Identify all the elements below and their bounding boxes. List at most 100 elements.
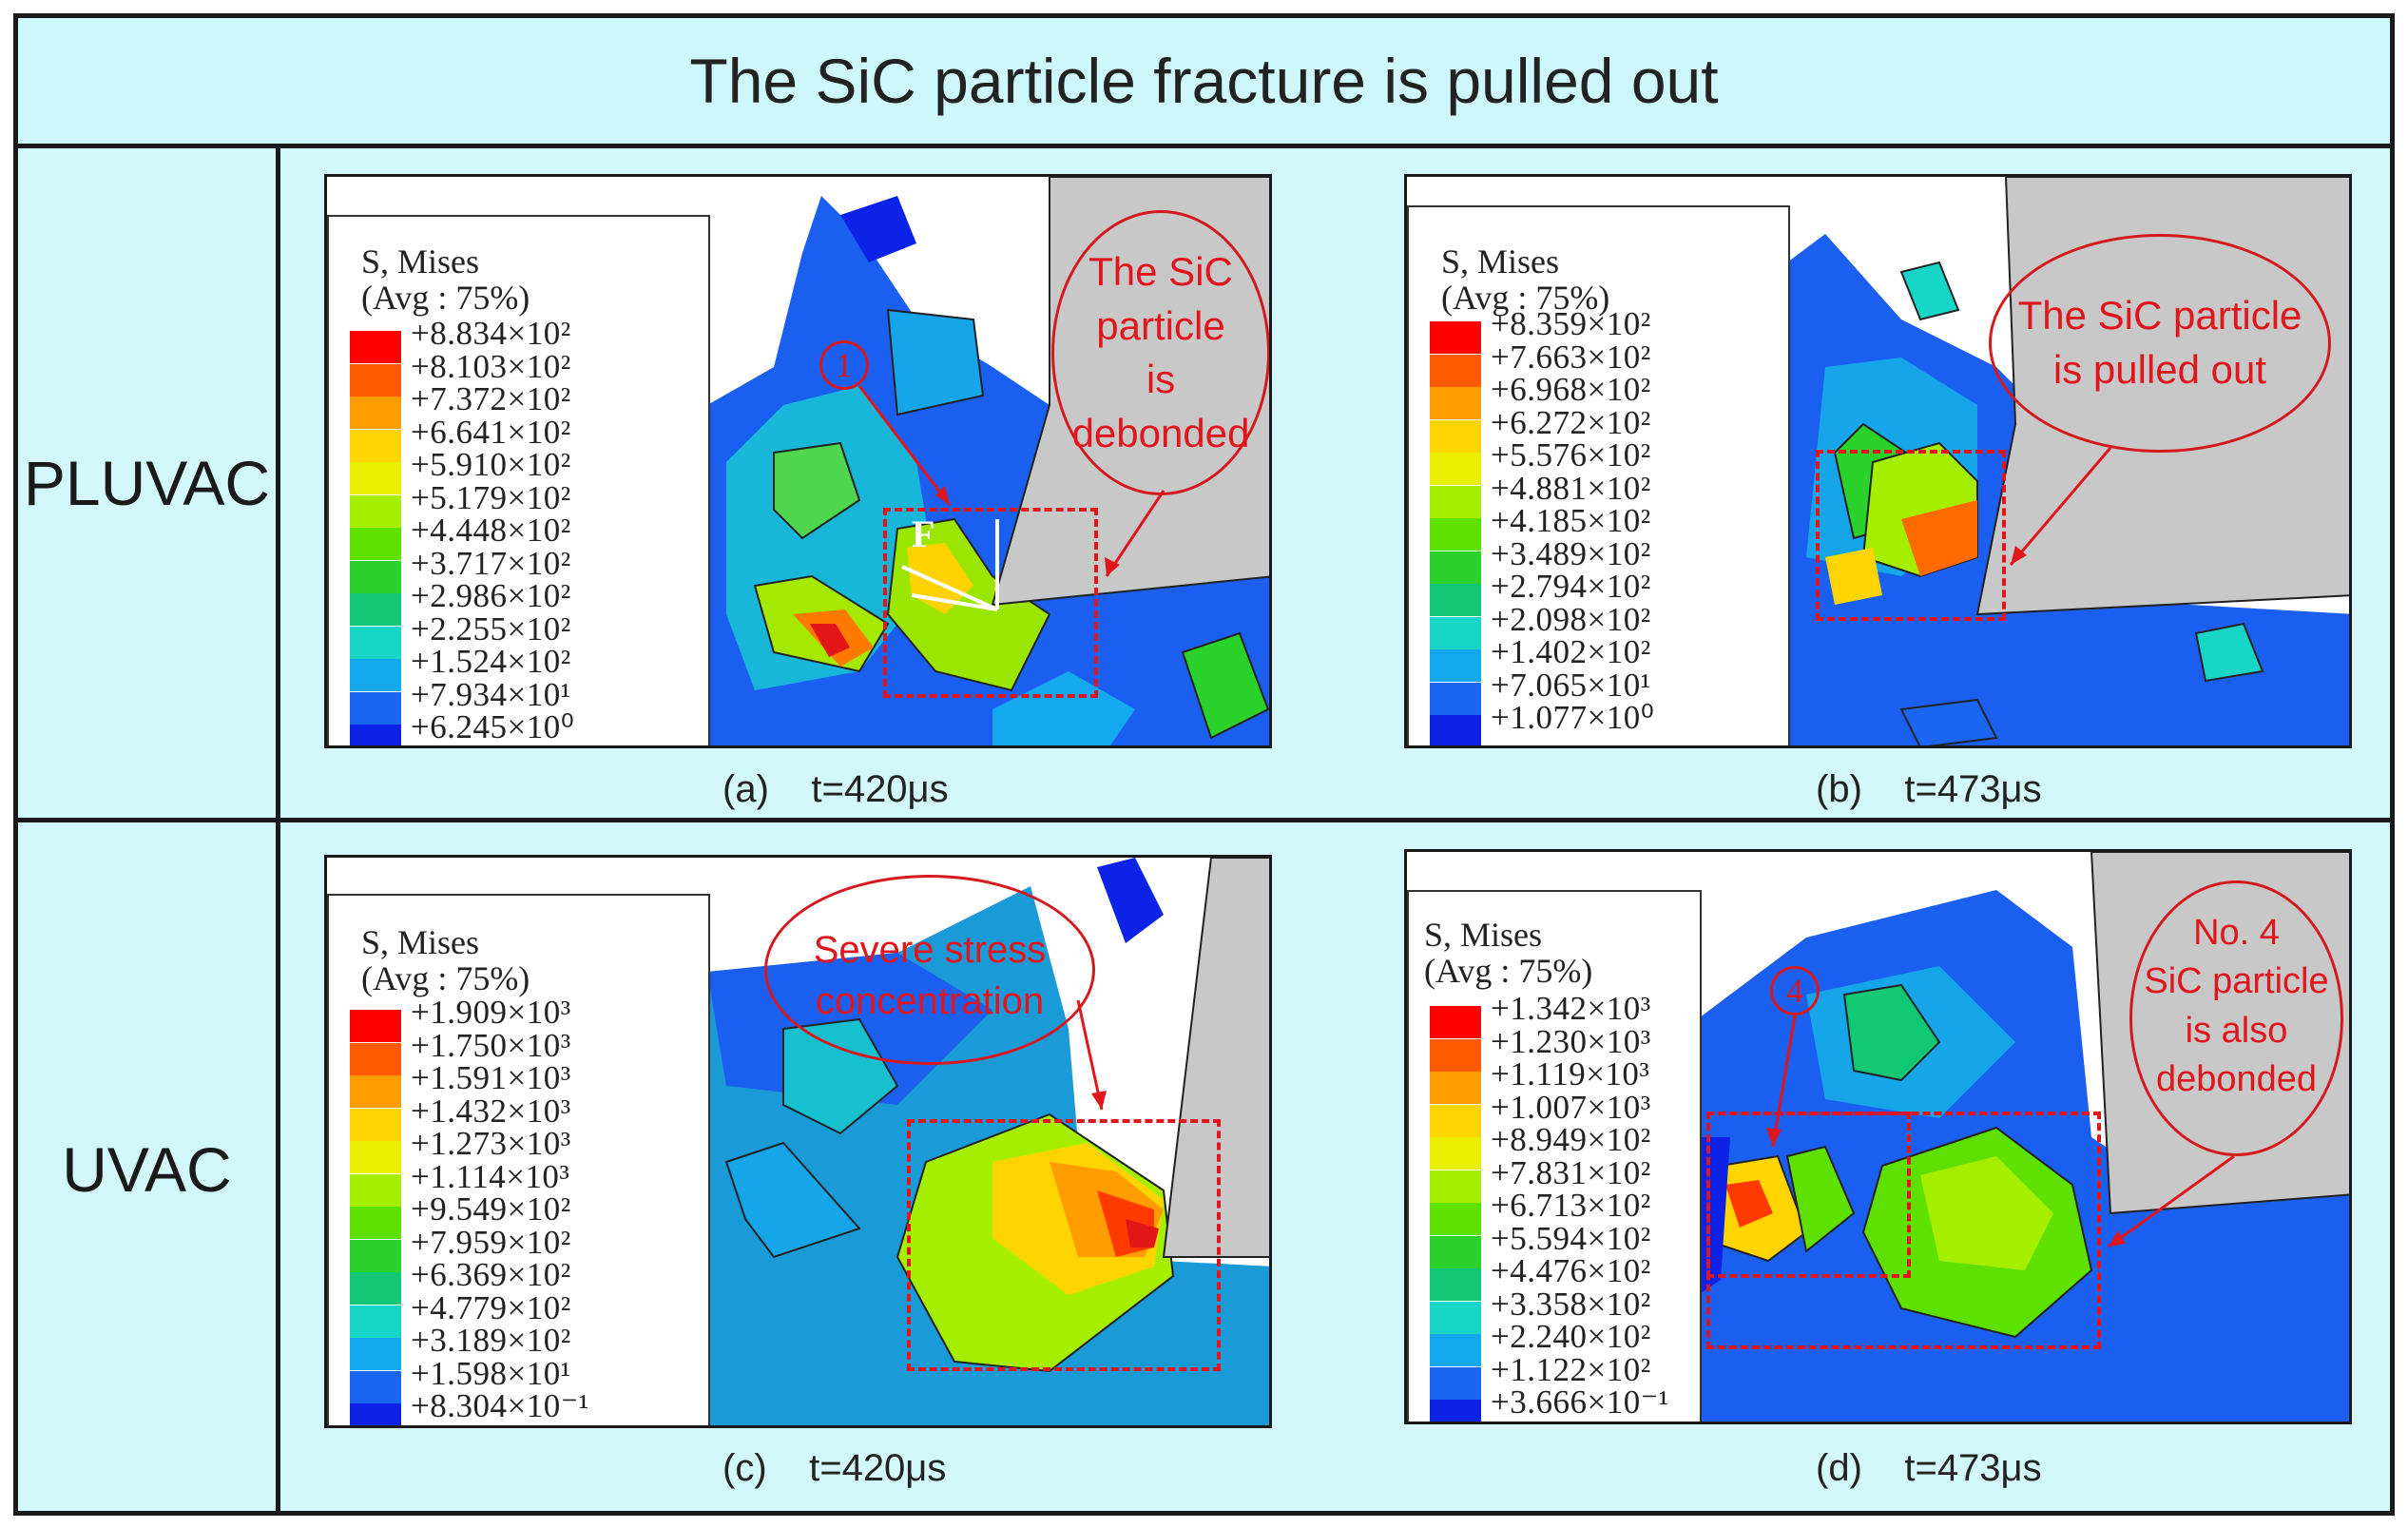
legend-value: +1.432×10³ xyxy=(411,1092,571,1130)
legend-swatch xyxy=(1430,551,1481,584)
legend-swatch xyxy=(1430,649,1481,682)
highlight-box-d xyxy=(1706,1112,2101,1349)
legend-value: +6.968×10² xyxy=(1491,371,1651,408)
legend-swatch xyxy=(350,1173,401,1207)
legend-swatch xyxy=(350,462,401,494)
legend-title: S, Mises xyxy=(361,242,480,280)
legend-swatch xyxy=(350,1338,401,1370)
callout-text-c: Severe stress concentration xyxy=(813,929,1047,1022)
legend-swatch xyxy=(1430,485,1481,518)
legend-swatch xyxy=(350,1239,401,1272)
legend-swatch xyxy=(1430,1334,1481,1366)
highlight-box-b xyxy=(1816,450,2006,621)
legend-value: +5.179×10² xyxy=(411,478,571,516)
legend-swatch xyxy=(350,494,401,528)
callout-text-a: The SiC particle is debonded xyxy=(1071,249,1250,456)
legend-swatch xyxy=(1430,1104,1481,1137)
row-label-uvac: UVAC xyxy=(62,1133,232,1205)
legend-swatch xyxy=(1430,1170,1481,1203)
caption-c: (c) t=420μs xyxy=(722,1447,946,1490)
legend-value: +1.122×10² xyxy=(1491,1350,1651,1388)
legend-value: +5.594×10² xyxy=(1491,1219,1651,1257)
legend-value: +6.713×10² xyxy=(1491,1187,1651,1224)
legend-value: +3.666×10⁻¹ xyxy=(1491,1383,1669,1421)
annotation-arrows-c xyxy=(1076,999,1107,1111)
legend-value: +1.119×10³ xyxy=(1491,1055,1650,1093)
legend-value: +2.255×10² xyxy=(411,609,571,648)
legend-swatch xyxy=(350,1305,401,1338)
legend-value: +1.342×10³ xyxy=(1491,990,1651,1027)
legend-value: +1.750×10³ xyxy=(411,1026,571,1064)
legend-value: +9.549×10² xyxy=(411,1190,571,1228)
annotation-arrows-b xyxy=(2009,447,2112,566)
legend-value: +7.372×10² xyxy=(411,380,571,417)
legend-swatch xyxy=(1430,1235,1481,1268)
legend-value: +8.834×10² xyxy=(411,315,571,352)
legend-value: +7.065×10¹ xyxy=(1491,666,1651,704)
legend-swatch xyxy=(1430,1072,1481,1104)
column-divider xyxy=(276,144,280,1516)
legend-value: +2.098×10² xyxy=(1491,600,1651,638)
legend-subtitle: (Avg : 75%) xyxy=(1424,952,1593,990)
legend-swatch xyxy=(350,331,401,363)
legend-swatch xyxy=(350,659,401,691)
legend-value: +1.598×10¹ xyxy=(411,1354,571,1392)
legend-value: +8.359×10² xyxy=(1491,305,1651,342)
legend-value: +2.986×10² xyxy=(411,577,571,614)
legend-swatch xyxy=(350,626,401,659)
legend-swatch xyxy=(350,1370,401,1403)
caption-letter-d: (d) xyxy=(1816,1447,1862,1489)
legend-swatch xyxy=(350,528,401,560)
legend-a: S, Mises (Avg : 75%) +8.834×10² +8.103×10… xyxy=(327,215,710,745)
legend-value: +7.663×10² xyxy=(1491,338,1651,376)
highlight-box-a xyxy=(883,508,1098,698)
legend-title: S, Mises xyxy=(361,923,480,961)
callout-text-b: The SiC particle is pulled out xyxy=(2017,293,2302,392)
legend-value: +5.576×10² xyxy=(1491,436,1651,474)
caption-a: (a) t=420μs xyxy=(722,768,949,811)
caption-letter-a: (a) xyxy=(722,768,769,810)
legend-swatch xyxy=(350,1403,401,1425)
panel-c-stress-map: S, Mises (Avg : 75%) +1.909×10³ +1.750×10… xyxy=(324,855,1272,1428)
row-label-pluvac: PLUVAC xyxy=(23,448,271,518)
caption-time-b: t=473μs xyxy=(1904,768,2042,810)
legend-value: +3.489×10² xyxy=(1491,534,1651,572)
legend-value: +6.641×10² xyxy=(411,413,571,451)
legend-value: +4.881×10² xyxy=(1491,469,1651,507)
legend-value: +4.185×10² xyxy=(1491,502,1651,539)
legend-swatch xyxy=(350,363,401,397)
legend-value: +1.591×10³ xyxy=(411,1059,571,1096)
panel-d-stress-map: S, Mises (Avg : 75%) +1.342×10³ +1.230×10… xyxy=(1404,849,2352,1424)
legend-title: S, Mises xyxy=(1441,242,1560,280)
legend-swatch xyxy=(1430,387,1481,419)
legend-swatch xyxy=(1430,715,1481,745)
legend-swatch xyxy=(350,1108,401,1141)
legend-value: +3.358×10² xyxy=(1491,1285,1651,1323)
figure-title: The SiC particle fracture is pulled out xyxy=(13,13,2395,148)
legend-c: S, Mises (Avg : 75%) +1.909×10³ +1.750×10… xyxy=(327,894,710,1425)
legend-swatch xyxy=(350,429,401,462)
legend-value: +1.007×10³ xyxy=(1491,1088,1651,1126)
legend-value: +1.077×10⁰ xyxy=(1491,699,1655,736)
legend-swatch xyxy=(1430,1038,1481,1072)
legend-value: +2.794×10² xyxy=(1491,568,1651,605)
particle-marker-4: 4 xyxy=(1770,966,1820,1015)
legend-value: +7.831×10² xyxy=(1491,1153,1651,1191)
legend-d: S, Mises (Avg : 75%) +1.342×10³ +1.230×10… xyxy=(1407,890,1702,1422)
legend-swatch xyxy=(350,1042,401,1075)
legend-swatch xyxy=(350,1075,401,1108)
legend-value: +1.230×10³ xyxy=(1491,1022,1651,1060)
legend-value: +6.245×10⁰ xyxy=(411,708,575,745)
legend-swatch xyxy=(1430,518,1481,551)
legend-swatch xyxy=(350,1010,401,1042)
legend-swatch xyxy=(1430,1203,1481,1235)
legend-swatch xyxy=(350,725,401,745)
legend-swatch xyxy=(1430,1366,1481,1400)
particle-marker-1: 1 xyxy=(819,340,869,390)
annotation-arrows-a xyxy=(857,385,1165,611)
legend-swatch xyxy=(1430,419,1481,453)
legend-swatch xyxy=(350,1207,401,1239)
legend-swatch xyxy=(1430,1268,1481,1301)
legend-swatch xyxy=(1430,1301,1481,1334)
legend-subtitle: (Avg : 75%) xyxy=(361,279,530,317)
